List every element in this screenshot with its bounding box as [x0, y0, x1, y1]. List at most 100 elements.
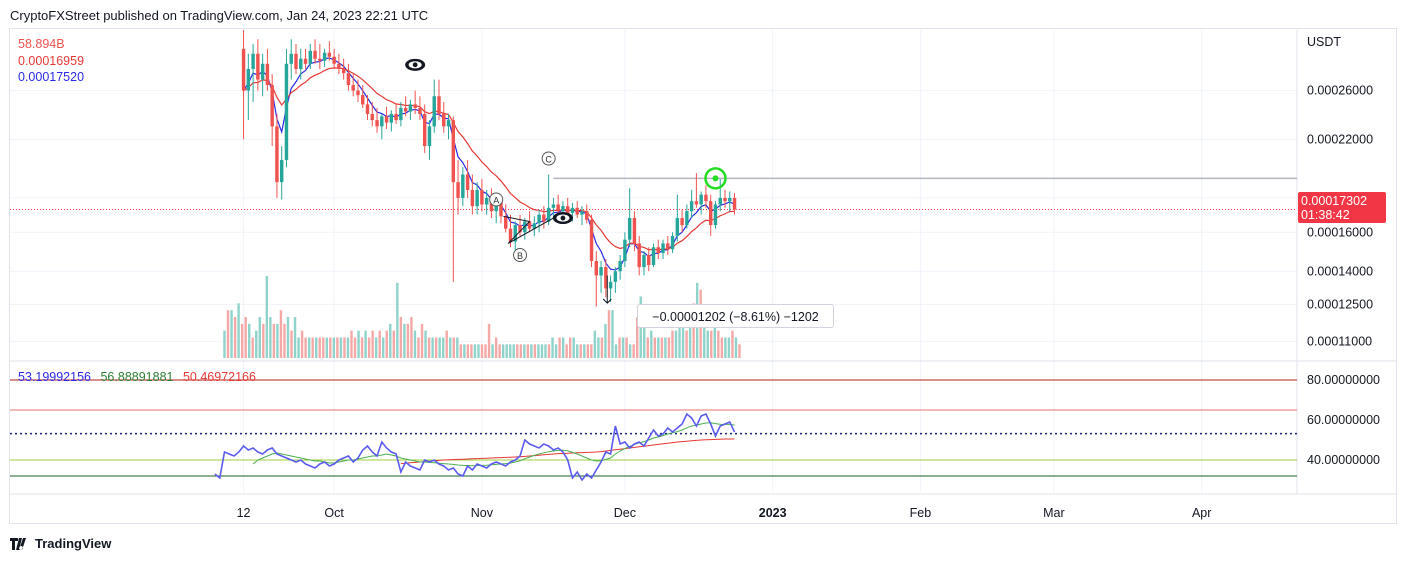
volume-bar	[590, 344, 593, 358]
volume-bar	[632, 344, 635, 358]
candle-body	[442, 113, 446, 127]
candle-body	[513, 225, 517, 242]
candle-body	[713, 204, 718, 226]
volume-bar	[371, 330, 374, 358]
volume-bar	[579, 344, 582, 358]
volume-bar	[667, 337, 671, 358]
legend-ema-fast: 0.00017520	[18, 70, 85, 84]
price-axis-tick: 0.00011000	[1307, 335, 1372, 349]
triangle-pattern	[503, 215, 554, 244]
price-axis-tick: 0.00014000	[1307, 264, 1373, 278]
pattern-point-label: A	[493, 196, 499, 206]
eye-icon	[412, 62, 418, 68]
volume-bar	[650, 330, 653, 358]
volume-bar	[551, 337, 554, 358]
volume-bar	[297, 337, 300, 358]
volume-bar	[734, 337, 738, 358]
volume-bar	[523, 344, 526, 358]
candle-body	[661, 243, 665, 254]
candle-body	[599, 267, 603, 276]
volume-bar	[339, 337, 343, 358]
drawing-annotations: A B C	[405, 58, 727, 304]
candle-body	[627, 218, 632, 240]
volume-bar	[343, 337, 346, 358]
candle-body	[694, 201, 699, 205]
countdown-timer: 01:38:42	[1301, 208, 1350, 222]
volume-bar	[441, 337, 445, 358]
candle-body	[594, 261, 599, 276]
candle-body	[718, 197, 722, 205]
rsi-long-ma-line	[400, 438, 735, 465]
candle-body	[351, 85, 355, 91]
volume-bar	[607, 310, 611, 358]
volume-bar	[223, 330, 226, 358]
volume-bar	[547, 344, 551, 358]
candle-body	[570, 207, 575, 213]
volume-bar	[583, 344, 586, 358]
candle-body	[251, 53, 255, 69]
volume-bar	[406, 323, 410, 358]
candle-body	[313, 50, 317, 59]
volume-bar	[480, 344, 484, 358]
candle-body	[408, 104, 413, 112]
time-axis-label: Nov	[471, 506, 494, 520]
volume-bar	[533, 344, 537, 358]
candle-body	[704, 194, 708, 202]
pattern-point-marker	[513, 248, 528, 263]
volume-bar	[378, 330, 381, 358]
price-axis-tick: 0.00026000	[1307, 84, 1373, 98]
candle-body	[461, 174, 465, 198]
candle-body	[279, 159, 284, 183]
volume-bar	[293, 317, 297, 358]
volume-bar	[392, 330, 396, 358]
candle-body	[294, 53, 298, 69]
volume-bar	[396, 282, 399, 358]
candle-body	[480, 189, 484, 205]
candle-body	[532, 223, 537, 229]
volume-bar	[262, 323, 265, 358]
volume-bar	[593, 330, 597, 358]
volume-bar	[230, 310, 233, 358]
publish-attribution: CryptoFXStreet published on TradingView.…	[10, 8, 429, 23]
volume-bar	[420, 323, 424, 358]
candle-body	[332, 56, 336, 64]
volume-bar	[413, 330, 417, 358]
candle-body	[613, 271, 618, 282]
volume-bar	[251, 337, 254, 358]
candle-body	[365, 104, 370, 114]
candle-body	[384, 116, 389, 123]
candle-body	[403, 107, 408, 112]
candle-body	[241, 48, 246, 91]
volume-bar	[350, 330, 353, 358]
volume-bar	[286, 317, 290, 358]
candle-body	[380, 116, 384, 127]
volume-bar	[646, 337, 649, 358]
volume-bar	[240, 323, 244, 358]
volume-bars	[223, 276, 741, 358]
price-axis: USDT0.000260000.000220000.000180000.0001…	[1307, 35, 1373, 349]
volume-bar	[706, 330, 709, 358]
candle-body	[361, 95, 365, 105]
candle-body	[580, 211, 584, 215]
time-axis: 12 Oct Nov Dec 2023 Feb Mar Apr	[237, 506, 1212, 520]
volume-bar	[576, 344, 579, 358]
volume-bar	[427, 337, 431, 358]
price-axis-tick: 0.00022000	[1307, 132, 1373, 146]
candle-body	[623, 239, 627, 262]
candle-body	[308, 50, 313, 64]
candle-body	[432, 96, 436, 127]
candle-body	[318, 58, 322, 61]
candle-body	[356, 90, 360, 96]
horizontal-level-line	[10, 177, 1297, 210]
volume-bar	[692, 303, 695, 358]
tradingview-brand[interactable]: TradingView	[10, 536, 111, 551]
candle-body	[670, 235, 675, 250]
volume-bar	[385, 330, 388, 358]
volume-bar	[353, 337, 357, 358]
candle-body	[289, 53, 293, 64]
last-price-value: 0.00017302	[1301, 194, 1368, 208]
candle-body	[642, 255, 646, 268]
volume-bar	[554, 344, 558, 358]
time-axis-label: Mar	[1043, 506, 1065, 520]
